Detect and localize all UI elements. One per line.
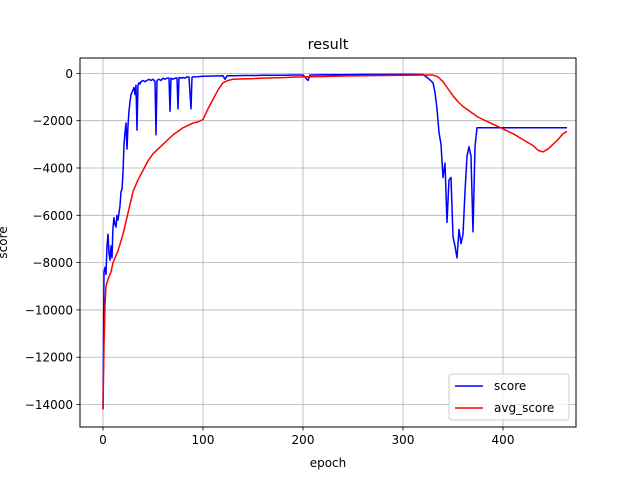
series-line-score bbox=[102, 73, 567, 410]
series-layer bbox=[102, 73, 568, 410]
x-tick-label: 300 bbox=[392, 433, 415, 447]
x-tick-label: 400 bbox=[492, 433, 515, 447]
y-tick-label: −12000 bbox=[25, 351, 73, 365]
axis-ticks: 0 100 200 300 400 0 −2000 −4000 −6000 −8000 −10000… bbox=[25, 67, 515, 447]
y-tick-label: −8000 bbox=[32, 256, 73, 270]
y-tick-label: −2000 bbox=[32, 114, 73, 128]
series-line-avg-score bbox=[102, 74, 568, 410]
y-tick-label: −6000 bbox=[32, 209, 73, 223]
chart-title: result bbox=[308, 37, 349, 53]
plot-frame bbox=[79, 57, 577, 428]
y-tick-label: −4000 bbox=[32, 161, 73, 175]
grid-lines bbox=[80, 58, 576, 427]
x-tick-label: 200 bbox=[292, 433, 315, 447]
x-tick-label: 0 bbox=[99, 433, 107, 447]
legend-avg-score-label: avg_score bbox=[494, 401, 554, 415]
y-tick-label: 0 bbox=[65, 67, 73, 81]
y-axis-label: score bbox=[0, 226, 10, 258]
y-tick-label: −14000 bbox=[25, 398, 73, 412]
legend: score avg_score bbox=[448, 373, 570, 421]
x-tick-label: 100 bbox=[192, 433, 215, 447]
y-tick-label: −10000 bbox=[25, 303, 73, 317]
legend-score-label: score bbox=[494, 379, 526, 393]
x-axis-label: epoch bbox=[310, 456, 347, 470]
plot-area bbox=[80, 58, 576, 427]
